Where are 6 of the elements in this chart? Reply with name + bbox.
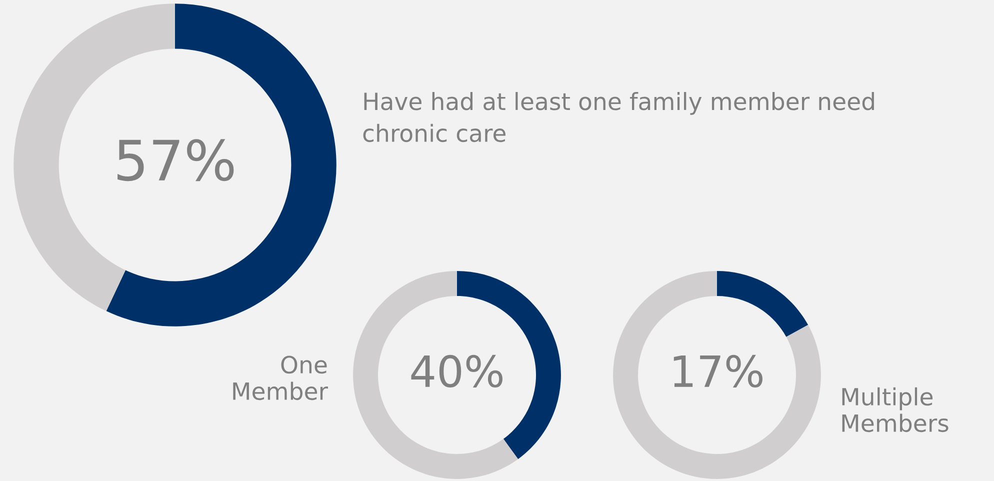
data-label: 17% (674, 354, 762, 388)
text: Multiple Members (842, 387, 948, 432)
text: Have had at least one family member need chronic care (363, 92, 874, 142)
data-label: 57% (118, 139, 234, 182)
data-label: 40% (411, 354, 502, 388)
text: One Member (233, 356, 328, 400)
